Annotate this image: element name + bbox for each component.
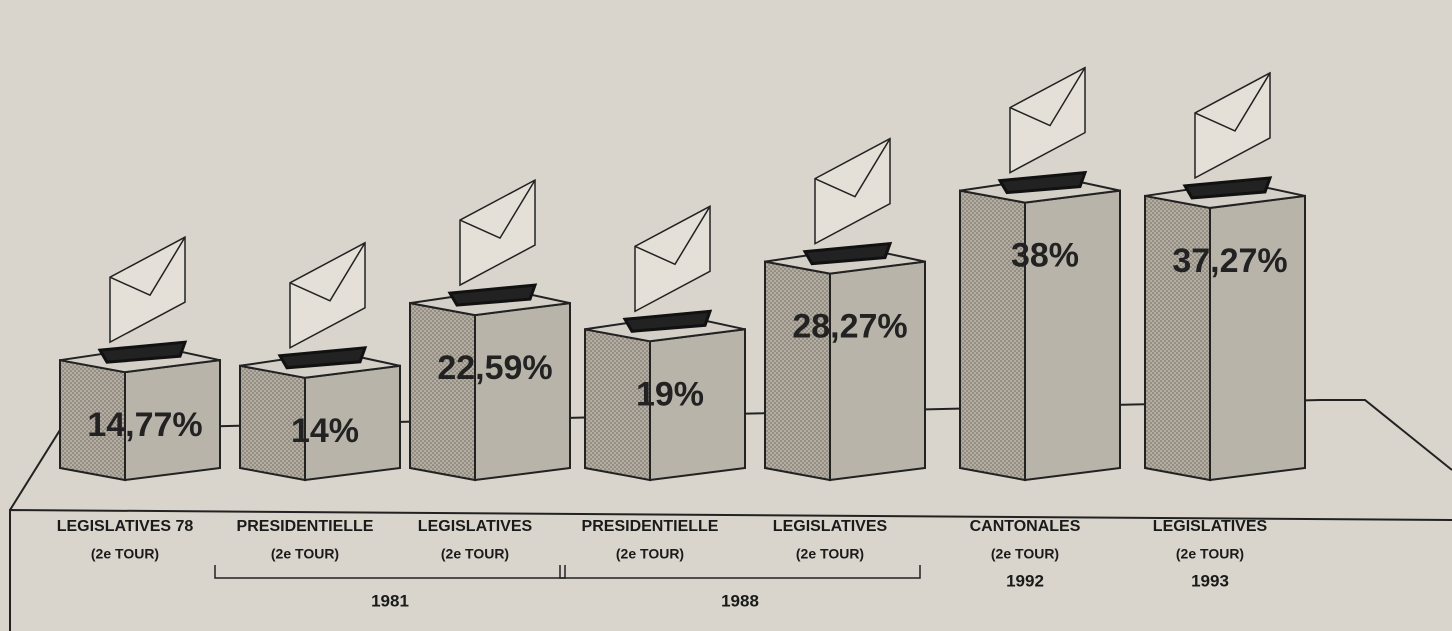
category-label: LEGISLATIVES xyxy=(773,518,888,535)
box-right-face xyxy=(475,303,570,480)
year-label: 1993 xyxy=(1191,571,1229,590)
value-label: 22,59% xyxy=(437,349,552,387)
box-right-face xyxy=(1025,191,1120,480)
category-sublabel: (2e TOUR) xyxy=(441,546,509,562)
value-label: 19% xyxy=(636,375,704,413)
envelope xyxy=(1010,68,1085,173)
category-sublabel: (2e TOUR) xyxy=(991,546,1059,562)
category-sublabel: (2e TOUR) xyxy=(271,546,339,562)
category-label: LEGISLATIVES 78 xyxy=(57,518,194,535)
box-left-face xyxy=(1145,196,1210,480)
ballot-box xyxy=(585,206,745,480)
category-sublabel: (2e TOUR) xyxy=(1176,546,1244,562)
value-label: 37,27% xyxy=(1172,242,1287,280)
year-label: 1981 xyxy=(371,591,409,610)
ballot-box xyxy=(410,180,570,480)
year-label: 1988 xyxy=(721,591,759,610)
envelope xyxy=(1195,73,1270,178)
envelope xyxy=(460,180,535,285)
category-sublabel: (2e TOUR) xyxy=(616,546,684,562)
chart: 14,77% LEGISLATIVES 78 (2e TOUR) 14% PRESIDE… xyxy=(0,0,1452,631)
value-label: 28,27% xyxy=(792,308,907,346)
year-label: 1992 xyxy=(1006,571,1044,590)
box-right-face xyxy=(830,262,925,480)
box-left-face xyxy=(960,191,1025,480)
year-bracket xyxy=(560,565,920,578)
envelope xyxy=(110,237,185,342)
category-label: PRESIDENTIELLE xyxy=(582,518,719,535)
value-label: 38% xyxy=(1011,237,1079,275)
box-left-face xyxy=(410,303,475,480)
category-sublabel: (2e TOUR) xyxy=(91,546,159,562)
value-label: 14,77% xyxy=(87,406,202,444)
envelope xyxy=(635,206,710,311)
box-left-face xyxy=(765,262,830,480)
category-label: PRESIDENTIELLE xyxy=(237,518,374,535)
year-bracket xyxy=(215,565,565,578)
category-label: CANTONALES xyxy=(970,518,1081,535)
category-label: LEGISLATIVES xyxy=(1153,518,1268,535)
envelope xyxy=(290,243,365,348)
envelope xyxy=(815,139,890,244)
value-label: 14% xyxy=(291,412,359,450)
category-label: LEGISLATIVES xyxy=(418,518,533,535)
category-sublabel: (2e TOUR) xyxy=(796,546,864,562)
box-right-face xyxy=(1210,196,1305,480)
